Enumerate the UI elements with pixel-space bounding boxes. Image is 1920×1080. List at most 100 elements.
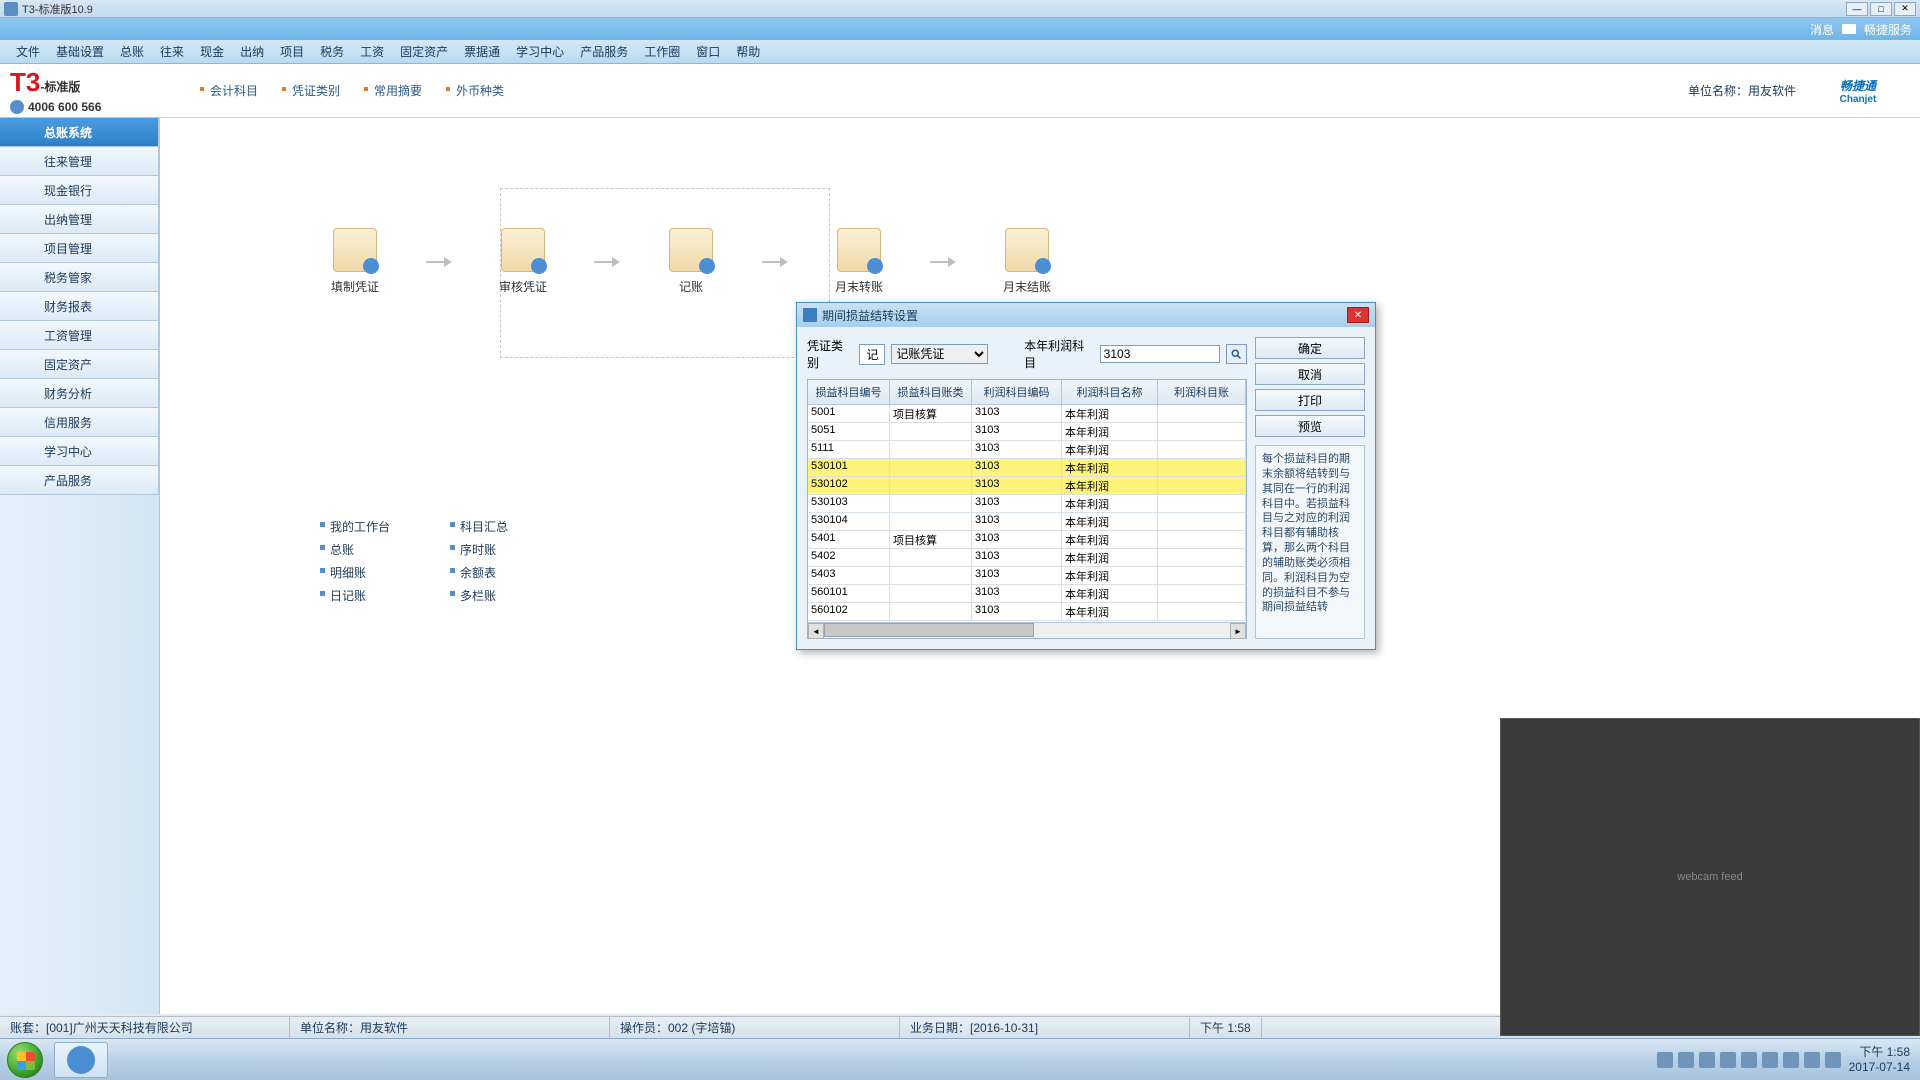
- tray-clock[interactable]: 下午 1:58 2017-07-14: [1849, 1045, 1910, 1074]
- preview-button[interactable]: 预览: [1255, 415, 1365, 437]
- tray-icon[interactable]: [1762, 1052, 1778, 1068]
- sub-tab[interactable]: 常用摘要: [364, 82, 422, 99]
- quick-link[interactable]: 明细账: [320, 564, 390, 581]
- workflow-step[interactable]: 记账: [656, 228, 726, 295]
- ok-button[interactable]: 确定: [1255, 337, 1365, 359]
- quick-link[interactable]: 总账: [320, 541, 390, 558]
- menu-item[interactable]: 出纳: [232, 43, 272, 60]
- grid-body[interactable]: 5001项目核算3103本年利润50513103本年利润51113103本年利润…: [808, 405, 1246, 622]
- menu-item[interactable]: 税务: [312, 43, 352, 60]
- tray-icon[interactable]: [1678, 1052, 1694, 1068]
- grid-row[interactable]: 5001项目核算3103本年利润: [808, 405, 1246, 423]
- sidebar-item[interactable]: 学习中心: [0, 436, 159, 466]
- menu-item[interactable]: 基础设置: [48, 43, 112, 60]
- quick-link[interactable]: 日记账: [320, 587, 390, 604]
- tray-icon[interactable]: [1783, 1052, 1799, 1068]
- menu-item[interactable]: 固定资产: [392, 43, 456, 60]
- sidebar-item[interactable]: 总账系统: [0, 117, 159, 147]
- tray-icon[interactable]: [1741, 1052, 1757, 1068]
- tray-icon[interactable]: [1720, 1052, 1736, 1068]
- print-button[interactable]: 打印: [1255, 389, 1365, 411]
- sidebar-item[interactable]: 固定资产: [0, 349, 159, 379]
- menu-item[interactable]: 往来: [152, 43, 192, 60]
- grid-cell: 本年利润: [1062, 585, 1158, 602]
- workflow-step[interactable]: 审核凭证: [488, 228, 558, 295]
- grid-row[interactable]: 5301013103本年利润: [808, 459, 1246, 477]
- mail-icon[interactable]: [1842, 24, 1856, 34]
- quick-link[interactable]: 科目汇总: [450, 518, 508, 535]
- sidebar-item[interactable]: 财务报表: [0, 291, 159, 321]
- scroll-left-button[interactable]: ◄: [808, 623, 824, 639]
- grid-cell: [890, 441, 972, 458]
- quick-link[interactable]: 余额表: [450, 564, 508, 581]
- grid-cell: [890, 423, 972, 440]
- sub-tab[interactable]: 凭证类别: [282, 82, 340, 99]
- grid-row[interactable]: 5401项目核算3103本年利润: [808, 531, 1246, 549]
- sidebar-item[interactable]: 往来管理: [0, 146, 159, 176]
- grid-cell: 本年利润: [1062, 549, 1158, 566]
- menu-item[interactable]: 产品服务: [572, 43, 636, 60]
- scroll-h-track[interactable]: [824, 623, 1230, 638]
- quick-link[interactable]: 我的工作台: [320, 518, 390, 535]
- menu-item[interactable]: 总账: [112, 43, 152, 60]
- start-button[interactable]: [0, 1040, 50, 1080]
- tray-icon[interactable]: [1804, 1052, 1820, 1068]
- sub-tab[interactable]: 外币种类: [446, 82, 504, 99]
- workflow-step[interactable]: 填制凭证: [320, 228, 390, 295]
- maximize-button[interactable]: □: [1870, 2, 1892, 16]
- quick-link[interactable]: 多栏账: [450, 587, 508, 604]
- sidebar-item[interactable]: 产品服务: [0, 465, 159, 495]
- grid-row[interactable]: 51113103本年利润: [808, 441, 1246, 459]
- sidebar-item[interactable]: 信用服务: [0, 407, 159, 437]
- grid-row[interactable]: 5301033103本年利润: [808, 495, 1246, 513]
- grid-row[interactable]: 54023103本年利润: [808, 549, 1246, 567]
- msg-label[interactable]: 消息: [1810, 21, 1834, 38]
- menu-item[interactable]: 票据通: [456, 43, 508, 60]
- grid-h-scrollbar[interactable]: ◄ ►: [808, 622, 1246, 638]
- menu-item[interactable]: 文件: [8, 43, 48, 60]
- grid-column-header[interactable]: 损益科目编号: [808, 380, 890, 404]
- dialog-close-button[interactable]: ✕: [1347, 307, 1369, 323]
- service-label[interactable]: 畅捷服务: [1864, 21, 1912, 38]
- voucher-type-select[interactable]: 记账凭证: [891, 344, 988, 364]
- sidebar-item[interactable]: 税务管家: [0, 262, 159, 292]
- tray-icon[interactable]: [1825, 1052, 1841, 1068]
- sidebar-item[interactable]: 工资管理: [0, 320, 159, 350]
- sidebar-item[interactable]: 项目管理: [0, 233, 159, 263]
- menu-item[interactable]: 帮助: [728, 43, 768, 60]
- grid-row[interactable]: 5601013103本年利润: [808, 585, 1246, 603]
- profit-account-input[interactable]: [1100, 345, 1220, 363]
- grid-row[interactable]: 54033103本年利润: [808, 567, 1246, 585]
- menu-item[interactable]: 工资: [352, 43, 392, 60]
- tray-icon[interactable]: [1657, 1052, 1673, 1068]
- sidebar-item[interactable]: 出纳管理: [0, 204, 159, 234]
- grid-column-header[interactable]: 利润科目编码: [972, 380, 1062, 404]
- sub-tab[interactable]: 会计科目: [200, 82, 258, 99]
- scroll-h-thumb[interactable]: [824, 623, 1034, 637]
- workflow-step[interactable]: 月末结账: [992, 228, 1062, 295]
- menu-item[interactable]: 项目: [272, 43, 312, 60]
- menu-item[interactable]: 现金: [192, 43, 232, 60]
- workflow-step[interactable]: 月末转账: [824, 228, 894, 295]
- grid-row[interactable]: 50513103本年利润: [808, 423, 1246, 441]
- status-biz-date: 业务日期：[2016-10-31]: [900, 1017, 1190, 1038]
- grid-column-header[interactable]: 损益科目账类: [890, 380, 972, 404]
- minimize-button[interactable]: —: [1846, 2, 1868, 16]
- grid-column-header[interactable]: 利润科目名称: [1062, 380, 1158, 404]
- close-button[interactable]: ✕: [1894, 2, 1916, 16]
- menu-item[interactable]: 学习中心: [508, 43, 572, 60]
- quick-link[interactable]: 序时账: [450, 541, 508, 558]
- cancel-button[interactable]: 取消: [1255, 363, 1365, 385]
- tray-icon[interactable]: [1699, 1052, 1715, 1068]
- grid-row[interactable]: 5301043103本年利润: [808, 513, 1246, 531]
- menu-item[interactable]: 工作圈: [636, 43, 688, 60]
- scroll-right-button[interactable]: ►: [1230, 623, 1246, 639]
- lookup-button[interactable]: [1226, 344, 1247, 364]
- taskbar-app[interactable]: [54, 1042, 108, 1078]
- sidebar-item[interactable]: 财务分析: [0, 378, 159, 408]
- grid-row[interactable]: 5601023103本年利润: [808, 603, 1246, 621]
- sidebar-item[interactable]: 现金银行: [0, 175, 159, 205]
- grid-row[interactable]: 5301023103本年利润: [808, 477, 1246, 495]
- menu-item[interactable]: 窗口: [688, 43, 728, 60]
- grid-column-header[interactable]: 利润科目账: [1158, 380, 1246, 404]
